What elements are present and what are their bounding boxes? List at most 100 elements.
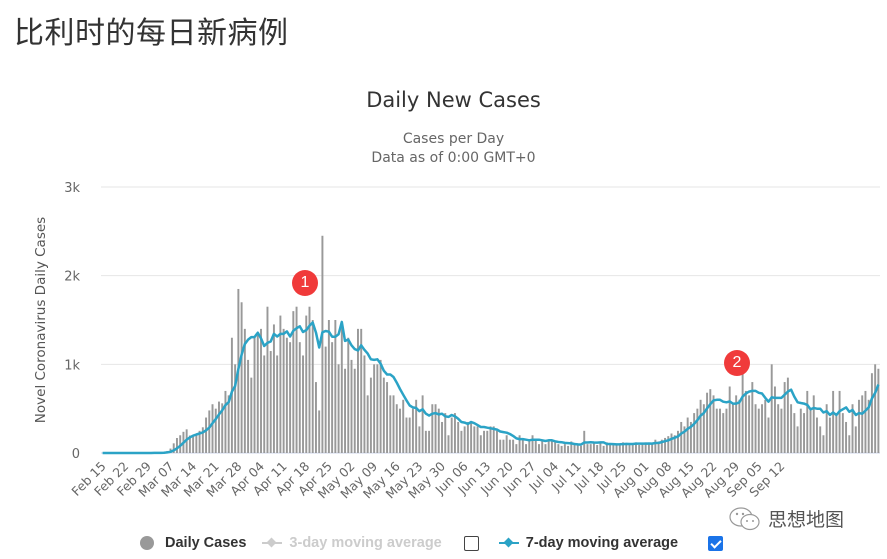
bar[interactable] (243, 328, 246, 453)
bar[interactable] (651, 444, 654, 453)
bar[interactable] (318, 410, 321, 453)
bar[interactable] (408, 417, 411, 453)
bar[interactable] (728, 386, 731, 454)
bar[interactable] (198, 430, 201, 453)
bar[interactable] (622, 442, 624, 453)
bar[interactable] (602, 445, 605, 453)
bar[interactable] (715, 408, 718, 453)
bar[interactable] (589, 444, 592, 453)
bar[interactable] (518, 435, 521, 453)
bar[interactable] (505, 435, 508, 453)
bar[interactable] (314, 382, 317, 453)
legend-item-3day-avg[interactable]: 3-day moving average (262, 535, 442, 551)
bar[interactable] (731, 404, 734, 453)
bar[interactable] (612, 445, 615, 453)
bar[interactable] (748, 395, 751, 453)
bar[interactable] (321, 235, 324, 453)
bar[interactable] (256, 333, 259, 453)
bar[interactable] (334, 320, 337, 453)
bar[interactable] (780, 408, 783, 453)
bar[interactable] (292, 311, 295, 453)
bar[interactable] (864, 390, 867, 453)
bar[interactable] (751, 382, 754, 453)
bar[interactable] (260, 328, 262, 453)
checkbox-3day-avg[interactable] (463, 535, 479, 551)
bar[interactable] (272, 324, 275, 453)
bar[interactable] (247, 359, 250, 453)
moving-average-line[interactable] (102, 320, 880, 455)
bar[interactable] (719, 408, 721, 453)
legend-item-daily-cases[interactable]: Daily Cases (140, 535, 246, 551)
bar[interactable] (234, 364, 237, 453)
bar[interactable] (353, 368, 356, 453)
bar[interactable] (253, 337, 256, 453)
bar[interactable] (444, 413, 447, 453)
bar[interactable] (489, 426, 492, 453)
bar[interactable] (686, 417, 689, 453)
bar[interactable] (567, 445, 570, 453)
bar[interactable] (395, 404, 398, 453)
bar[interactable] (754, 404, 757, 453)
bar[interactable] (515, 444, 518, 453)
bar[interactable] (605, 442, 608, 453)
bar[interactable] (208, 410, 211, 453)
bar[interactable] (793, 413, 796, 453)
bar[interactable] (282, 328, 285, 453)
bar[interactable] (832, 390, 835, 453)
bar[interactable] (877, 368, 880, 453)
bar[interactable] (547, 439, 550, 453)
bar[interactable] (188, 435, 191, 453)
bar[interactable] (609, 444, 612, 453)
bar[interactable] (218, 401, 220, 453)
bar[interactable] (854, 426, 857, 453)
bar[interactable] (486, 430, 489, 453)
bar[interactable] (512, 439, 515, 453)
bar[interactable] (741, 368, 744, 453)
bar[interactable] (550, 439, 553, 453)
bar[interactable] (699, 399, 702, 453)
bar[interactable] (437, 408, 440, 453)
bar[interactable] (680, 421, 683, 453)
bar[interactable] (874, 364, 877, 453)
bar[interactable] (344, 368, 347, 453)
bar[interactable] (366, 395, 369, 453)
bar[interactable] (324, 346, 327, 453)
bar[interactable] (634, 442, 637, 453)
bar[interactable] (767, 417, 770, 453)
bar[interactable] (790, 404, 793, 453)
bar[interactable] (211, 404, 214, 453)
bar[interactable] (308, 306, 311, 453)
bar[interactable] (848, 435, 851, 453)
bar[interactable] (538, 444, 540, 453)
bar[interactable] (806, 390, 809, 453)
bar[interactable] (557, 444, 560, 453)
bar[interactable] (499, 439, 502, 453)
bar[interactable] (240, 302, 243, 453)
bar[interactable] (450, 417, 453, 453)
bar[interactable] (357, 328, 359, 453)
bar[interactable] (563, 444, 566, 453)
bar[interactable] (735, 395, 738, 453)
bar[interactable] (460, 430, 463, 453)
bar[interactable] (815, 417, 818, 453)
bar[interactable] (757, 408, 760, 453)
bar[interactable] (379, 359, 382, 453)
bar[interactable] (327, 320, 330, 453)
bar[interactable] (858, 399, 860, 453)
bar[interactable] (302, 355, 304, 453)
bar[interactable] (702, 404, 705, 453)
bar[interactable] (770, 364, 773, 453)
bar[interactable] (706, 392, 709, 453)
bar[interactable] (586, 444, 589, 453)
bar[interactable] (276, 355, 279, 453)
bar[interactable] (250, 377, 253, 453)
bar[interactable] (631, 444, 634, 453)
annotation-marker-1[interactable]: 1 (292, 270, 318, 296)
bar[interactable] (725, 408, 728, 453)
bar[interactable] (298, 342, 301, 453)
bar[interactable] (227, 395, 230, 453)
legend-item-7day-avg[interactable]: 7-day moving average (498, 535, 678, 551)
bar[interactable] (369, 377, 372, 453)
bar[interactable] (576, 445, 579, 453)
bar[interactable] (783, 382, 786, 453)
